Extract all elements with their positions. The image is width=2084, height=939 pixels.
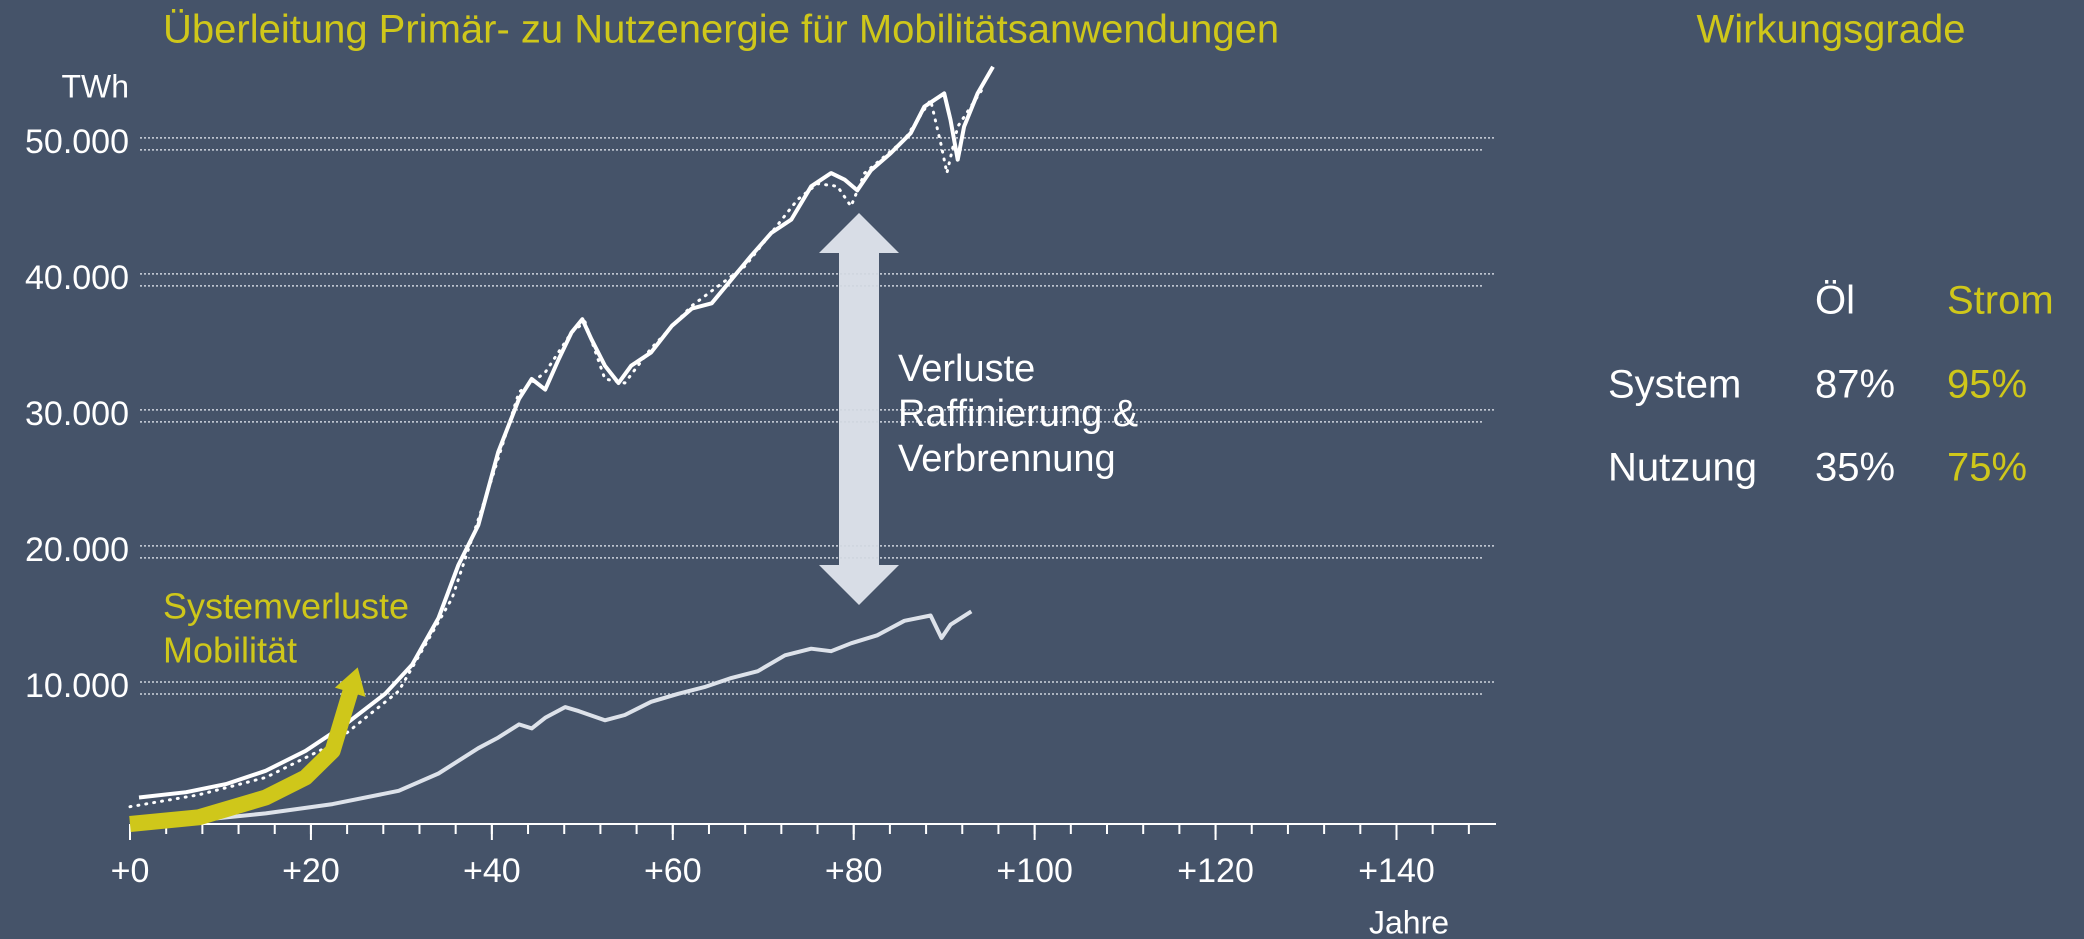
x-tick-label: +100	[996, 852, 1073, 890]
series-line	[129, 609, 973, 826]
x-tick-label: +20	[282, 852, 340, 890]
table-row-label: System	[1608, 363, 1741, 407]
annotation: Verluste	[898, 348, 1035, 390]
annotation: Raffinierung &	[898, 393, 1138, 435]
x-tick-label: +40	[463, 852, 521, 890]
annotation: Verbrennung	[898, 438, 1116, 480]
x-tick-label: +80	[825, 852, 883, 890]
x-tick-label: +120	[1177, 852, 1254, 890]
table-cell: 95%	[1947, 363, 2027, 407]
table-title: Wirkungsgrade	[1696, 8, 1965, 52]
table-cell: 75%	[1947, 446, 2027, 490]
y-tick-label: 50.000	[25, 123, 129, 161]
table-row-label: Nutzung	[1608, 446, 1757, 490]
y-tick-label: 40.000	[25, 259, 129, 297]
double-arrow	[819, 213, 899, 605]
series-line	[129, 682, 361, 832]
x-axis-label: Jahre	[1369, 904, 1449, 939]
chart-title: Überleitung Primär- zu Nutzenergie für M…	[163, 8, 1279, 52]
x-tick-label: +140	[1358, 852, 1435, 890]
table-cell: 35%	[1815, 446, 1895, 490]
y-tick-label: 10.000	[25, 667, 129, 705]
annotation: Systemverluste	[163, 586, 409, 627]
x-tick-label: +60	[644, 852, 702, 890]
table-header: Öl	[1815, 279, 1855, 323]
y-tick-label: 30.000	[25, 395, 129, 433]
y-tick-label: 20.000	[25, 531, 129, 569]
annotation: Mobilität	[163, 630, 297, 671]
x-tick-label: +0	[111, 852, 150, 890]
series-arrowhead	[334, 667, 366, 697]
table-header: Strom	[1947, 279, 2054, 323]
y-unit: TWh	[61, 68, 129, 104]
table-cell: 87%	[1815, 363, 1895, 407]
